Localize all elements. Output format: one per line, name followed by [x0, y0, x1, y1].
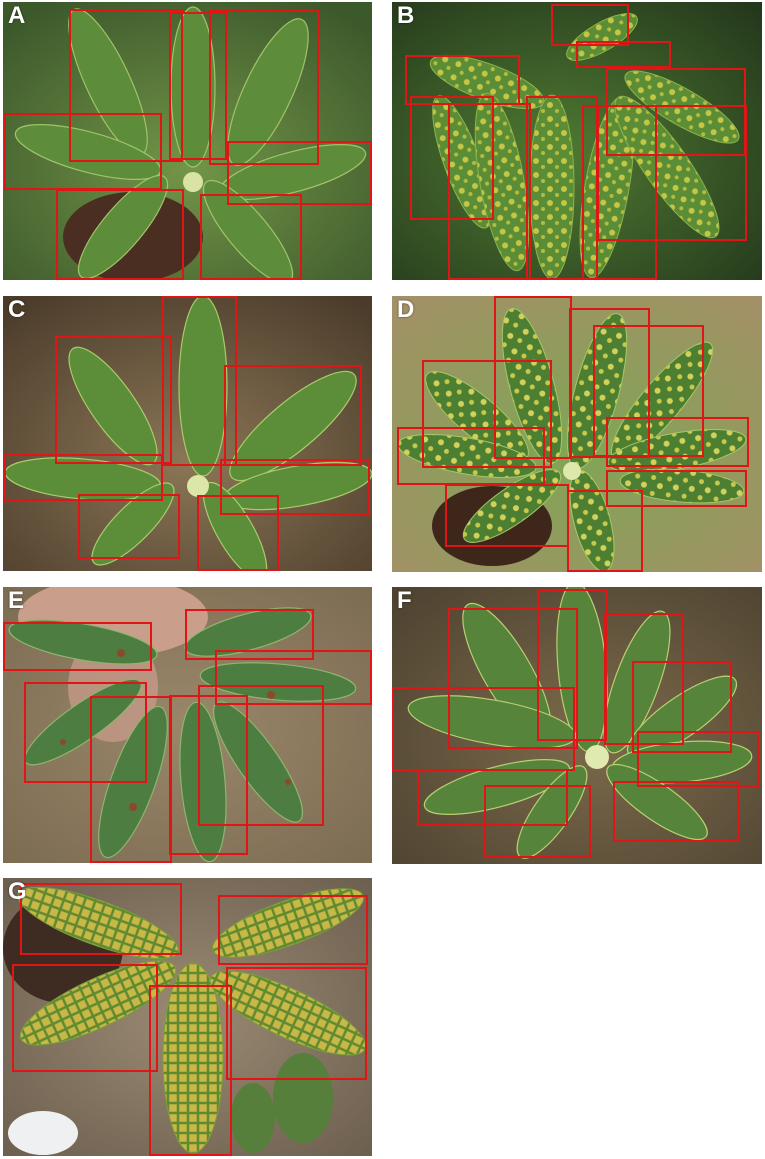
bbox	[198, 685, 324, 826]
bbox	[551, 4, 629, 46]
panel-label: A	[8, 2, 26, 29]
bbox	[422, 360, 552, 468]
panel-label: G	[8, 878, 27, 905]
panel-c: C	[3, 296, 372, 571]
bbox	[209, 10, 319, 165]
bbox	[494, 296, 572, 459]
bbox	[169, 695, 248, 855]
panel-b: B	[392, 2, 762, 280]
bbox	[218, 895, 368, 965]
bbox	[69, 9, 183, 162]
bbox	[410, 96, 494, 220]
bbox	[220, 459, 370, 515]
bbox	[24, 682, 147, 783]
bbox	[392, 687, 575, 771]
bbox	[226, 967, 367, 1080]
bbox	[593, 325, 704, 457]
bbox	[185, 609, 314, 660]
bbox	[215, 650, 372, 705]
bbox	[162, 296, 237, 466]
bbox	[3, 622, 152, 671]
bbox	[632, 661, 732, 753]
bbox	[637, 731, 759, 787]
bbox	[576, 41, 671, 68]
bbox	[4, 113, 162, 190]
panel-label: B	[397, 2, 415, 29]
bbox	[567, 490, 643, 572]
panel-label: F	[397, 587, 412, 614]
panel-d-image	[392, 296, 762, 572]
bbox	[197, 495, 279, 571]
bbox	[606, 417, 749, 467]
bbox	[55, 336, 172, 464]
panel-d: D	[392, 296, 762, 572]
panel-f: F	[392, 587, 762, 864]
bbox	[200, 194, 302, 280]
bbox	[227, 141, 372, 205]
bbox	[613, 781, 739, 842]
bbox	[417, 769, 568, 826]
bbox	[78, 494, 180, 559]
bbox	[224, 365, 362, 466]
bbox	[169, 12, 227, 160]
bbox	[56, 189, 184, 280]
bbox	[4, 454, 163, 501]
panel-label: D	[397, 296, 415, 323]
bbox	[397, 427, 545, 485]
bbox	[484, 785, 591, 858]
bbox	[90, 696, 172, 863]
panel-label: E	[8, 587, 25, 614]
panel-e-image	[3, 587, 372, 863]
bbox	[604, 613, 684, 745]
bbox	[445, 484, 569, 547]
panel-e: E	[3, 587, 372, 863]
bbox	[149, 985, 232, 1156]
panel-g-image	[3, 878, 372, 1156]
bbox	[537, 589, 607, 741]
bbox	[569, 308, 650, 458]
panel-a: A	[3, 2, 372, 280]
panel-g: G	[3, 878, 372, 1156]
bbox	[606, 470, 747, 507]
panel-label: C	[8, 296, 26, 323]
bbox	[448, 608, 578, 749]
bbox	[448, 103, 531, 280]
bbox	[597, 105, 747, 241]
bbox	[20, 883, 182, 955]
bbox	[12, 964, 158, 1072]
panel-c-image	[3, 296, 372, 571]
